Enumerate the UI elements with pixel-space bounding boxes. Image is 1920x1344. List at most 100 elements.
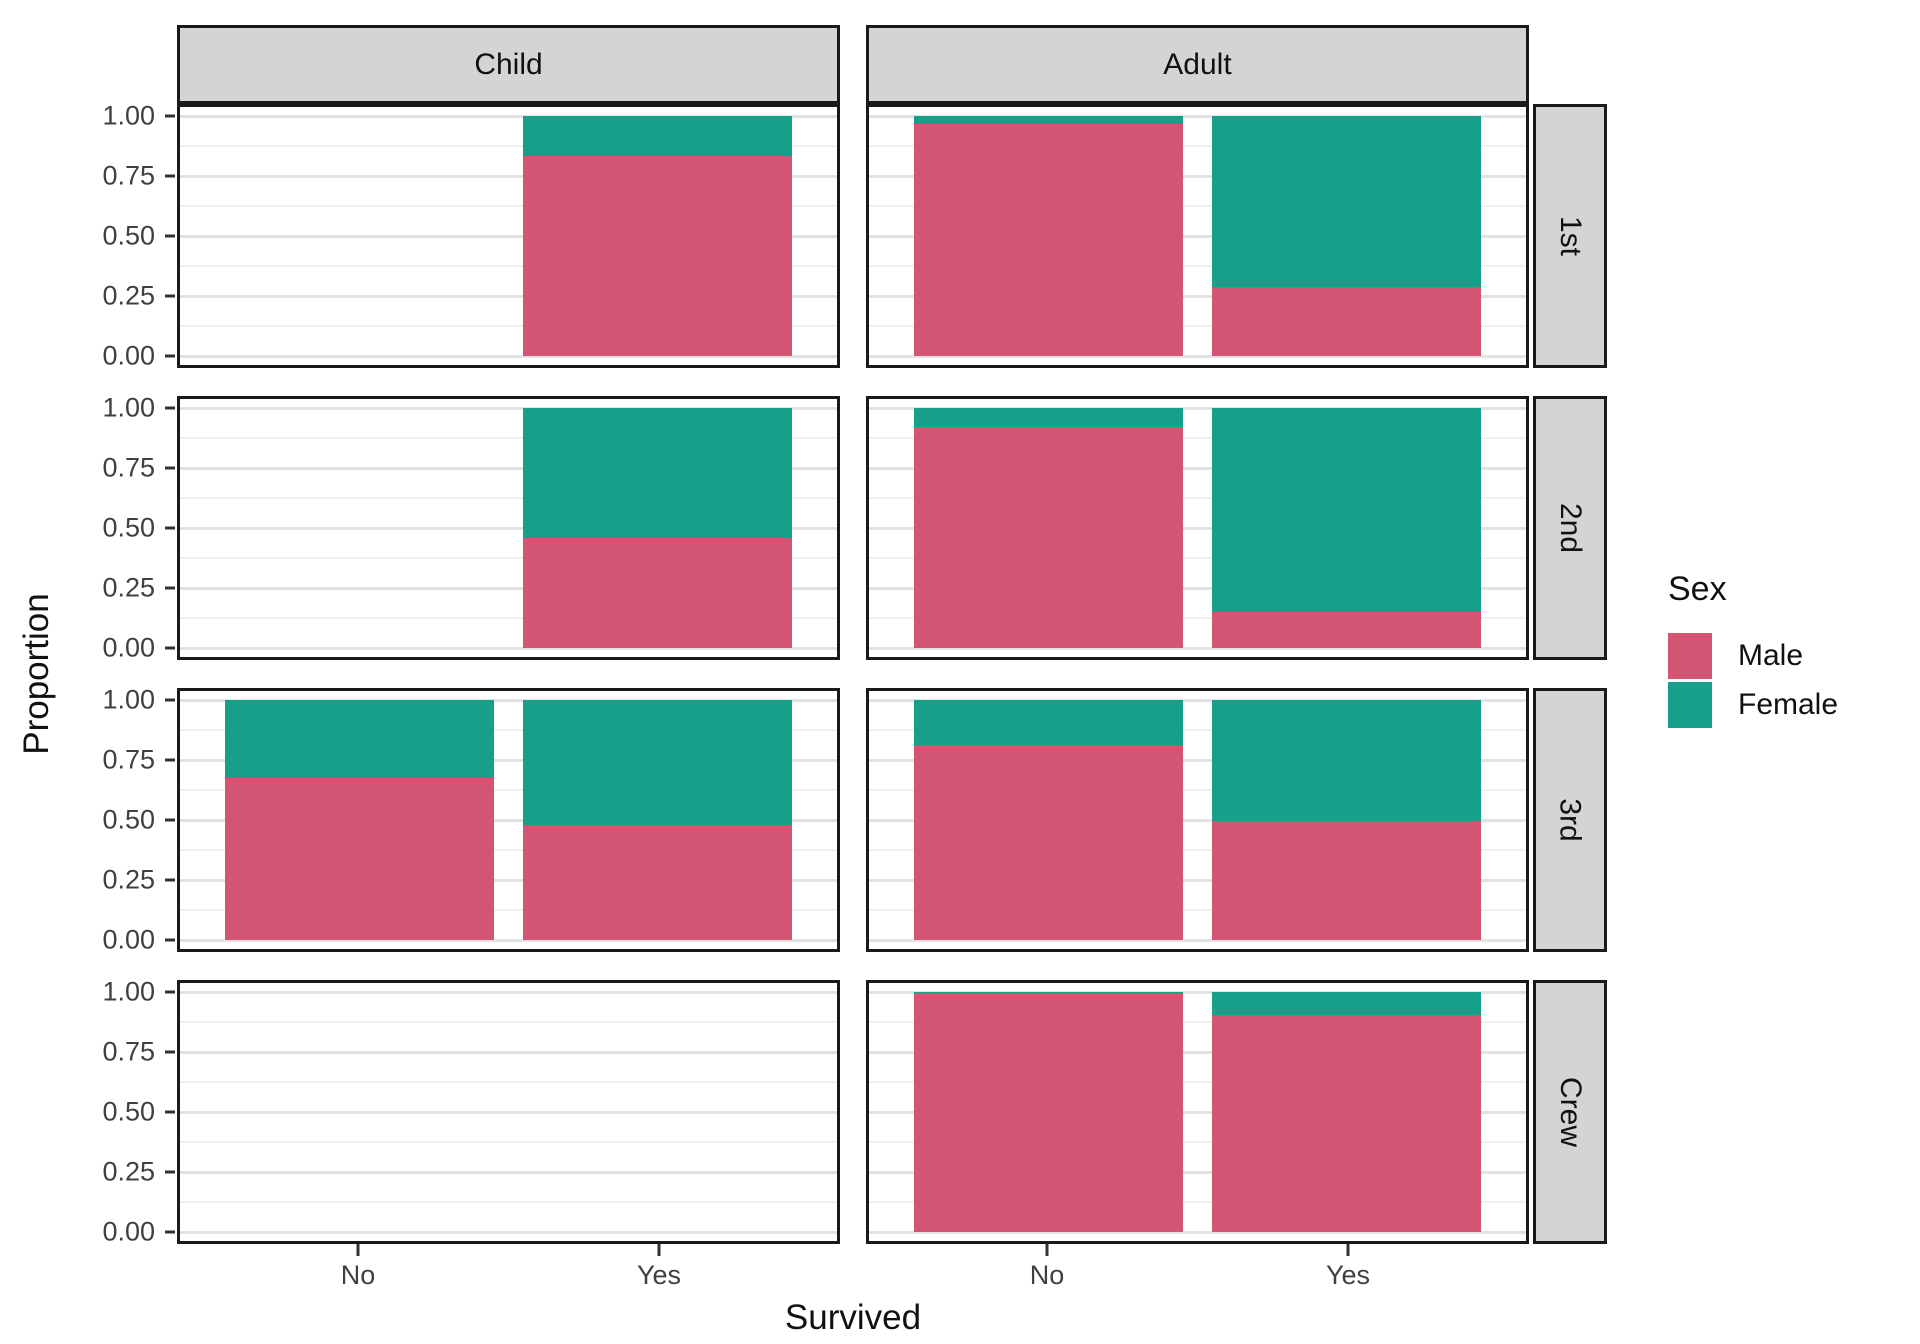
y-tick-mark bbox=[165, 818, 175, 822]
stacked-bar-yes bbox=[523, 116, 792, 356]
gridline-major bbox=[180, 355, 837, 358]
bar-segment-male bbox=[1212, 612, 1481, 648]
bar-segment-female bbox=[1212, 408, 1481, 613]
gridline-major bbox=[180, 467, 837, 470]
gridline-minor bbox=[180, 265, 837, 267]
panel-1st-adult bbox=[866, 104, 1529, 368]
gridline-minor bbox=[180, 1201, 837, 1203]
legend-label-female: Female bbox=[1738, 688, 1839, 721]
legend-label-male: Male bbox=[1738, 639, 1804, 672]
gridline-minor bbox=[180, 497, 837, 499]
bar-segment-female bbox=[914, 116, 1183, 124]
stacked-bar-yes bbox=[1212, 408, 1481, 648]
y-tick-mark bbox=[165, 234, 175, 238]
gridline-major bbox=[869, 699, 1526, 702]
bar-segment-female bbox=[914, 992, 1183, 993]
y-tick-label: 0.75 bbox=[102, 1036, 155, 1067]
gridline-major bbox=[869, 115, 1526, 118]
gridline-minor bbox=[180, 1141, 837, 1143]
y-tick-label: 1.00 bbox=[102, 392, 155, 423]
x-tick-label-yes: Yes bbox=[636, 1260, 682, 1290]
gridline-major bbox=[869, 759, 1526, 762]
y-tick-mark bbox=[165, 174, 175, 178]
legend-key-male: Male bbox=[1668, 633, 1838, 679]
panel-2nd-adult bbox=[866, 396, 1529, 660]
y-tick-label: 0.75 bbox=[102, 452, 155, 483]
bar-segment-male bbox=[1212, 286, 1481, 356]
gridline-major bbox=[180, 647, 837, 650]
y-tick-mark bbox=[165, 294, 175, 298]
facet-strip-adult: Adult bbox=[866, 25, 1529, 104]
y-axis-row-1st: 1.00 0.75 0.50 0.25 0.00 bbox=[0, 100, 177, 371]
y-tick-mark bbox=[165, 1050, 175, 1054]
gridline-major bbox=[869, 879, 1526, 882]
x-tick-mark bbox=[1346, 1244, 1350, 1256]
stacked-bar-yes bbox=[1212, 992, 1481, 1232]
gridline-major bbox=[180, 939, 837, 942]
stacked-bar-yes bbox=[523, 408, 792, 648]
y-axis-title: Proportion bbox=[17, 593, 56, 755]
y-tick-label: 0.50 bbox=[102, 804, 155, 835]
gridline-minor bbox=[869, 145, 1526, 147]
facet-strip-2nd-label: 2nd bbox=[1554, 502, 1587, 554]
bar-segment-male bbox=[225, 778, 494, 940]
gridline-major bbox=[869, 355, 1526, 358]
facet-strip-3rd: 3rd bbox=[1533, 688, 1607, 952]
bar-segment-male bbox=[914, 744, 1183, 940]
gridline-major bbox=[869, 1111, 1526, 1114]
gridline-major bbox=[180, 175, 837, 178]
y-tick-mark bbox=[165, 114, 175, 118]
stacked-bar-no bbox=[225, 700, 494, 940]
gridline-minor bbox=[869, 1201, 1526, 1203]
y-tick-mark bbox=[165, 1230, 175, 1234]
gridline-major bbox=[180, 235, 837, 238]
y-tick-label: 0.50 bbox=[102, 1096, 155, 1127]
gridline-minor bbox=[180, 909, 837, 911]
gridline-minor bbox=[869, 1081, 1526, 1083]
gridline-minor bbox=[869, 1141, 1526, 1143]
x-tick-mark bbox=[356, 1244, 360, 1256]
y-tick-label: 0.25 bbox=[102, 864, 155, 895]
bar-segment-male bbox=[523, 538, 792, 648]
facet-strip-crew: Crew bbox=[1533, 980, 1607, 1244]
gridline-major bbox=[869, 1171, 1526, 1174]
gridline-major bbox=[869, 467, 1526, 470]
bar-segment-female bbox=[914, 408, 1183, 427]
gridline-major bbox=[180, 699, 837, 702]
stacked-bar-no bbox=[914, 992, 1183, 1232]
y-tick-mark bbox=[165, 406, 175, 410]
y-tick-label: 0.25 bbox=[102, 1156, 155, 1187]
y-tick-mark bbox=[165, 586, 175, 590]
gridline-major bbox=[180, 759, 837, 762]
gridline-major bbox=[180, 991, 837, 994]
gridline-major bbox=[869, 295, 1526, 298]
gridline-minor bbox=[869, 265, 1526, 267]
gridline-minor bbox=[180, 1081, 837, 1083]
y-tick-label: 0.75 bbox=[102, 744, 155, 775]
y-tick-mark bbox=[165, 698, 175, 702]
gridline-minor bbox=[180, 729, 837, 731]
gridline-minor bbox=[869, 789, 1526, 791]
gridline-major bbox=[869, 587, 1526, 590]
stacked-bar-yes bbox=[523, 700, 792, 940]
y-tick-label: 1.00 bbox=[102, 684, 155, 715]
gridline-major bbox=[869, 527, 1526, 530]
gridline-minor bbox=[180, 205, 837, 207]
gridline-minor bbox=[180, 145, 837, 147]
gridline-major bbox=[180, 587, 837, 590]
y-tick-label: 0.00 bbox=[102, 340, 155, 371]
gridline-major bbox=[869, 407, 1526, 410]
gridline-minor bbox=[869, 729, 1526, 731]
y-axis-row-2nd: 1.00 0.75 0.50 0.25 0.00 bbox=[0, 392, 177, 663]
gridline-major bbox=[180, 1051, 837, 1054]
y-tick-mark bbox=[165, 938, 175, 942]
gridline-major bbox=[180, 1171, 837, 1174]
y-tick-mark bbox=[165, 466, 175, 470]
facet-strip-adult-label: Adult bbox=[1163, 47, 1232, 81]
y-tick-mark bbox=[165, 646, 175, 650]
gridline-minor bbox=[180, 437, 837, 439]
stacked-bar-yes bbox=[1212, 116, 1481, 356]
y-tick-label: 0.25 bbox=[102, 280, 155, 311]
bar-segment-female bbox=[1212, 992, 1481, 1015]
y-tick-label: 1.00 bbox=[102, 100, 155, 131]
